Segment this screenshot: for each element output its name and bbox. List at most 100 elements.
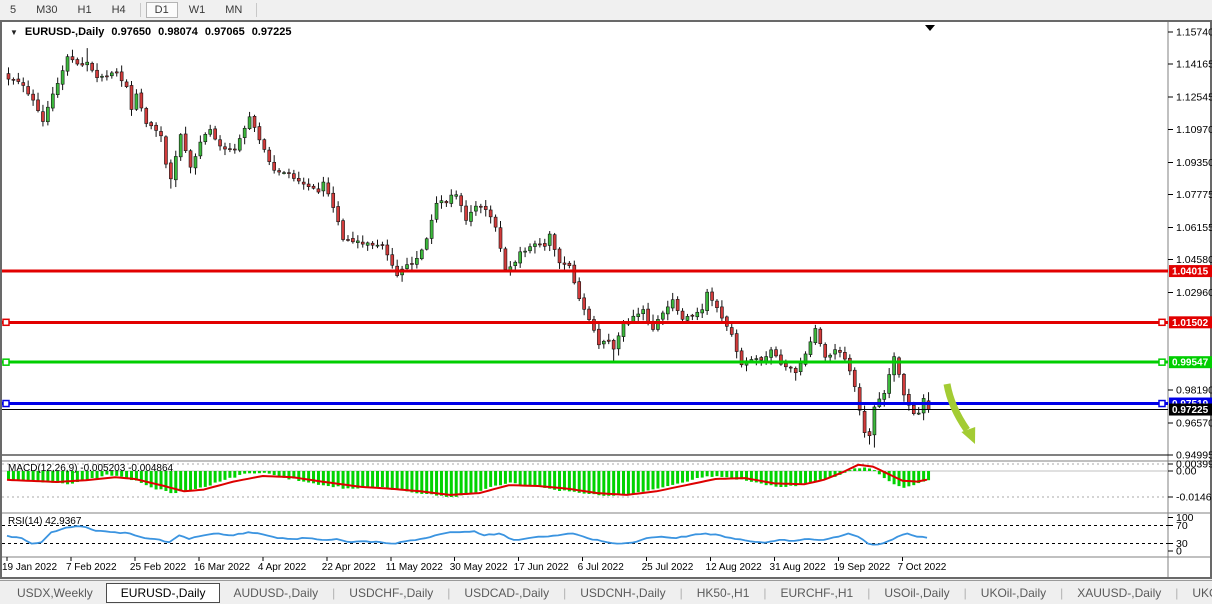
- tab-ukoil-da[interactable]: UKOil-,Da: [1192, 585, 1212, 600]
- svg-text:19 Sep 2022: 19 Sep 2022: [833, 562, 890, 573]
- svg-text:1.02960: 1.02960: [1176, 287, 1212, 299]
- svg-text:17 Jun 2022: 17 Jun 2022: [514, 562, 569, 573]
- tab-usdcad-daily[interactable]: USDCAD-,Daily: [464, 585, 550, 600]
- timeframe-button-5[interactable]: 5: [10, 3, 17, 16]
- price-tag: [1169, 265, 1212, 278]
- timeframe-button-m30[interactable]: M30: [36, 3, 58, 16]
- tab-separator: |: [679, 585, 683, 600]
- timeframe-button-h4[interactable]: H4: [111, 3, 126, 16]
- svg-text:70: 70: [1176, 520, 1188, 532]
- svg-text:0.98190: 0.98190: [1176, 384, 1212, 396]
- timeframe-button-mn[interactable]: MN: [225, 3, 243, 16]
- tab-separator: |: [1175, 585, 1179, 600]
- hline-endpoint-marker[interactable]: [2, 318, 10, 327]
- tab-ukoil-daily[interactable]: UKOil-,Daily: [980, 585, 1047, 600]
- ohlc-high: 0.98074: [158, 26, 198, 38]
- svg-text:1.09350: 1.09350: [1176, 157, 1212, 169]
- chart-title: ▼ EURUSD-,Daily 0.97650 0.98074 0.97065 …: [10, 26, 291, 38]
- symbol-dropdown-icon[interactable]: ▼: [10, 27, 18, 37]
- svg-text:22 Apr 2022: 22 Apr 2022: [322, 562, 376, 573]
- tab-usdcnh-daily[interactable]: USDCNH-,Daily: [580, 585, 666, 600]
- timeframe-button-w1[interactable]: W1: [188, 3, 206, 16]
- tab-separator: |: [763, 585, 767, 600]
- chart-tab-bar: USDX,Weekly EURUSD-,Daily AUDUSD-,Daily | US…: [0, 580, 1212, 604]
- svg-text:1.14165: 1.14165: [1176, 59, 1212, 71]
- svg-text:7 Feb 2022: 7 Feb 2022: [66, 562, 117, 573]
- macd-signal-line: [6, 463, 928, 496]
- tab-xauusd-daily[interactable]: XAUUSD-,Daily: [1077, 585, 1162, 600]
- toolbar-separator: [139, 2, 141, 17]
- hline-endpoint-marker[interactable]: [1158, 399, 1166, 408]
- tab-usdchf-daily[interactable]: USDCHF-,Daily: [349, 585, 434, 600]
- svg-text:0.99547: 0.99547: [1172, 358, 1209, 369]
- tab-eurchf-h1[interactable]: EURCHF-,H1: [780, 585, 854, 600]
- tab-audusd-daily[interactable]: AUDUSD-,Daily: [233, 585, 319, 600]
- svg-text:0.00: 0.00: [1176, 466, 1197, 478]
- svg-text:1.01502: 1.01502: [1172, 318, 1209, 329]
- date-axis: 19 Jan 2022 7 Feb 2022 25 Feb 2022 16 Mar 2…: [2, 557, 947, 573]
- price-axis: 1.15740 1.14165 1.12545 1.10970 1.09350 1.077…: [1168, 27, 1212, 461]
- svg-text:1.15740: 1.15740: [1176, 27, 1212, 39]
- rsi-indicator-label: RSI(14) 42.9367: [8, 516, 82, 527]
- hline-endpoint-marker[interactable]: [2, 399, 10, 408]
- ohlc-low: 0.97065: [204, 26, 245, 38]
- tab-eurusd-daily[interactable]: EURUSD-,Daily: [105, 582, 221, 603]
- svg-text:-0.014693: -0.014693: [1176, 491, 1212, 503]
- tab-usdx-weekly[interactable]: USDX,Weekly: [17, 585, 93, 600]
- ohlc-open: 0.97650: [111, 26, 152, 38]
- tab-separator: |: [963, 585, 967, 600]
- hline-endpoint-marker[interactable]: [1158, 318, 1166, 327]
- svg-text:16 Mar 2022: 16 Mar 2022: [194, 562, 251, 573]
- svg-text:4 Apr 2022: 4 Apr 2022: [258, 562, 307, 573]
- svg-text:12 Aug 2022: 12 Aug 2022: [706, 562, 763, 573]
- svg-text:25 Jul 2022: 25 Jul 2022: [642, 562, 694, 573]
- chart-symbol: EURUSD-,Daily: [24, 26, 105, 38]
- svg-text:0.00399: 0.00399: [1176, 458, 1212, 470]
- svg-text:0.97225: 0.97225: [1172, 405, 1209, 416]
- ohlc-close: 0.97225: [251, 26, 292, 38]
- rsi-line: [6, 525, 928, 546]
- svg-text:30 May 2022: 30 May 2022: [450, 562, 508, 573]
- macd-indicator-label: MACD(12,26,9) -0.005203 -0.004864: [8, 463, 174, 474]
- hline-endpoint-marker[interactable]: [1158, 358, 1166, 366]
- tab-separator: |: [332, 585, 336, 600]
- down-arrow-annotation[interactable]: [943, 383, 970, 432]
- price-tag: [1169, 316, 1212, 329]
- svg-text:100: 100: [1176, 512, 1194, 524]
- tab-hk50-h1[interactable]: HK50-,H1: [696, 585, 750, 600]
- svg-text:1.12545: 1.12545: [1176, 92, 1212, 104]
- toolbar-separator: [256, 2, 258, 17]
- svg-text:1.04015: 1.04015: [1172, 267, 1209, 278]
- tab-separator: |: [1060, 585, 1064, 600]
- svg-text:0.96570: 0.96570: [1176, 417, 1212, 429]
- svg-text:7 Oct 2022: 7 Oct 2022: [897, 562, 946, 573]
- price-tag: [1169, 403, 1212, 416]
- svg-text:25 Feb 2022: 25 Feb 2022: [130, 562, 187, 573]
- candles: [6, 48, 931, 448]
- svg-text:31 Aug 2022: 31 Aug 2022: [770, 562, 827, 573]
- price-tag: [1169, 356, 1212, 369]
- timeframe-toolbar: 5 M30 H1 H4 D1 W1 MN: [0, 0, 1212, 19]
- down-arrow-head: [961, 427, 976, 444]
- svg-text:1.06155: 1.06155: [1176, 222, 1212, 234]
- tab-separator: |: [447, 585, 451, 600]
- timeframe-button-d1[interactable]: D1: [145, 1, 178, 18]
- timeframe-button-h1[interactable]: H1: [77, 3, 92, 16]
- svg-text:0: 0: [1176, 546, 1182, 558]
- svg-text:6 Jul 2022: 6 Jul 2022: [578, 562, 625, 573]
- tab-usoil-daily[interactable]: USOil-,Daily: [884, 585, 950, 600]
- svg-text:11 May 2022: 11 May 2022: [386, 562, 444, 573]
- hline-endpoint-marker[interactable]: [2, 358, 10, 366]
- chart-shift-marker[interactable]: [925, 25, 935, 31]
- tab-separator: |: [867, 585, 871, 600]
- svg-text:30: 30: [1176, 538, 1188, 550]
- svg-text:1.07775: 1.07775: [1176, 189, 1212, 201]
- tab-separator: |: [563, 585, 567, 600]
- svg-text:0.94995: 0.94995: [1176, 449, 1212, 461]
- svg-text:19 Jan 2022: 19 Jan 2022: [2, 562, 57, 573]
- svg-text:1.10970: 1.10970: [1176, 124, 1212, 136]
